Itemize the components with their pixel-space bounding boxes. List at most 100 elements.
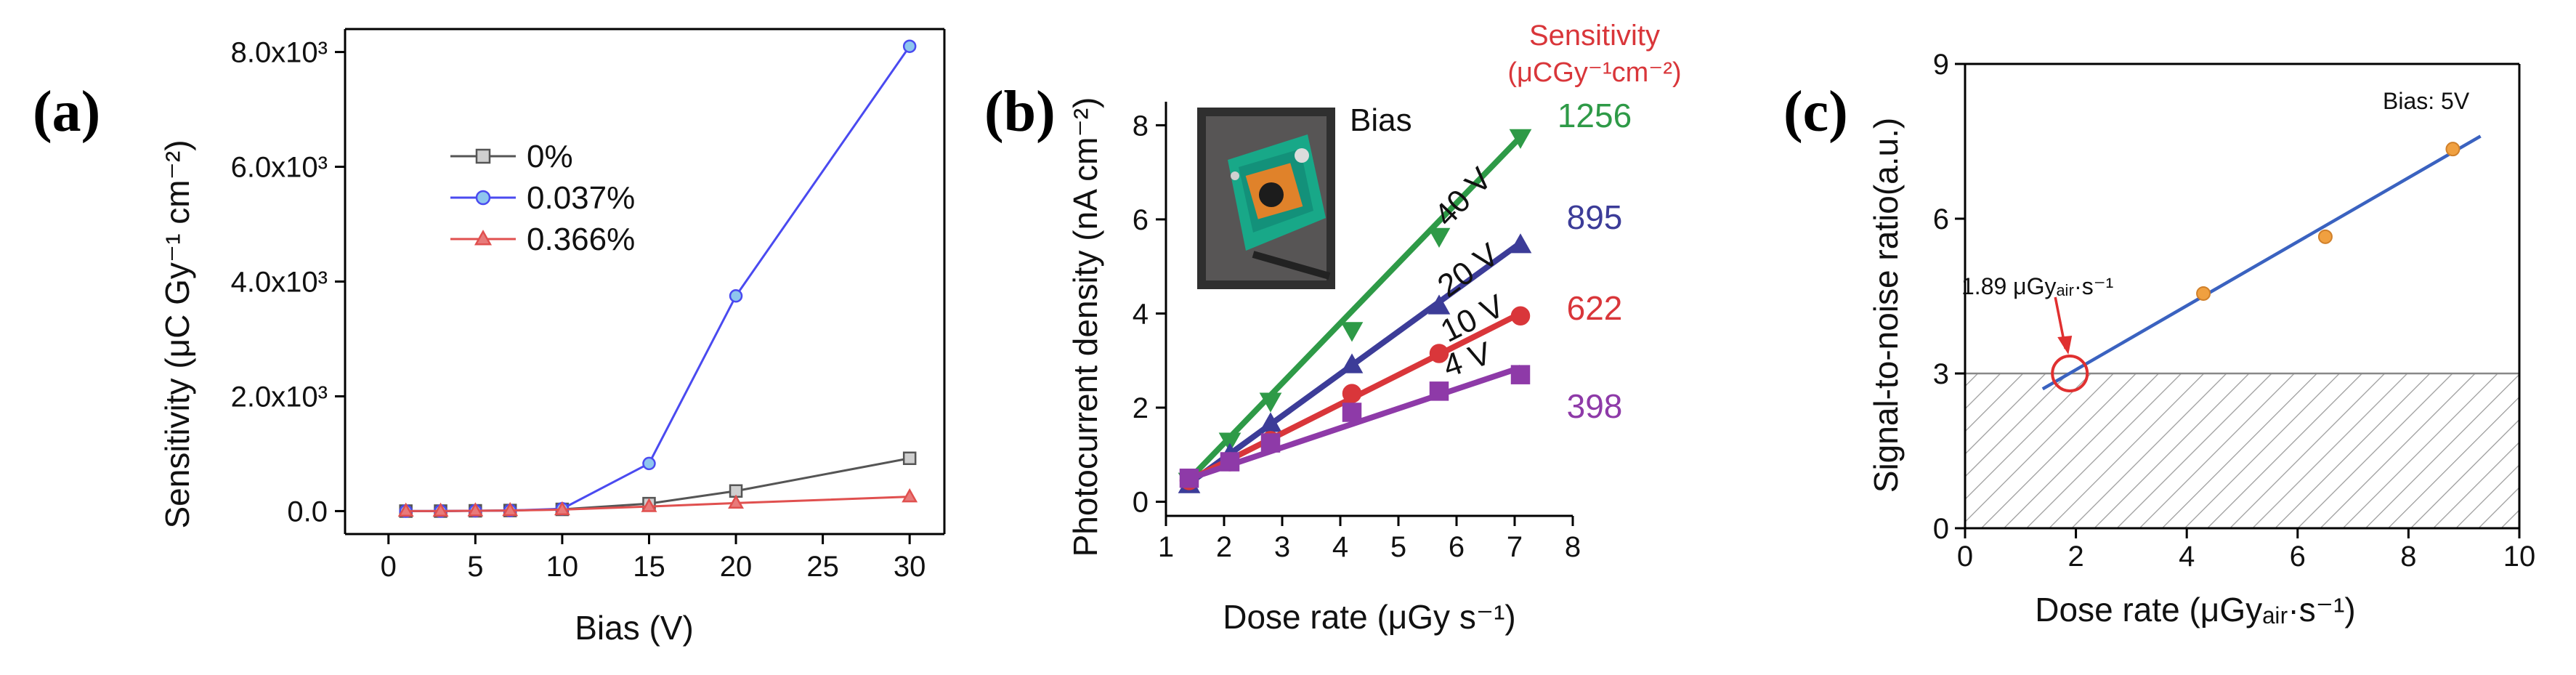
panel-c-xtick-label: 8 — [2400, 541, 2416, 573]
panel-c-point — [2445, 142, 2460, 157]
bias-annotation: Bias: 5V — [2383, 88, 2470, 114]
panel-c-fit-line — [2041, 134, 2482, 391]
panel-b-ytick-label: 8 — [1133, 110, 1149, 142]
panel-b-xtick-label: 7 — [1507, 531, 1523, 563]
sensitivity-header: Sensitivity — [1529, 20, 1660, 52]
panel-b-fit-line — [1182, 365, 1522, 484]
sensitivity-unit: (μCGy⁻¹cm⁻²) — [1507, 57, 1681, 88]
threshold-circle — [2051, 355, 2089, 392]
panel-c-point — [2196, 286, 2211, 301]
panel-a-point — [554, 501, 570, 516]
panel-c-xtick-label: 4 — [2179, 541, 2195, 573]
panel-a-ytick-label: 8.0x10³ — [231, 37, 328, 69]
sensitivity-value: 398 — [1567, 387, 1623, 425]
panel-a-point — [641, 498, 657, 512]
panel-b-xtick-label: 1 — [1158, 531, 1174, 563]
panel-c-ytick-label: 9 — [1933, 49, 1949, 81]
panel-a-xtick-label: 0 — [381, 551, 397, 583]
panel-b-ytick-label: 4 — [1133, 298, 1149, 330]
panel-a-point — [902, 488, 918, 503]
panel-b-ylabel: Photocurrent density (nA cm⁻²) — [1066, 97, 1104, 557]
noise-floor-hatch — [1965, 373, 2519, 528]
panel-b-point — [1510, 306, 1531, 326]
panel-a-point — [902, 451, 917, 465]
panel-b-point — [1427, 227, 1451, 248]
panel-b-ytick-label: 0 — [1133, 487, 1149, 519]
legend-marker — [474, 230, 493, 246]
panel-b-point — [1429, 344, 1449, 363]
panel-b: (b) Photocurrent density (nA cm⁻²) Dose … — [984, 20, 1682, 636]
panel-a-xtick-label: 25 — [806, 551, 839, 583]
panel-a-legend: 0% 0.037% 0.366% — [450, 139, 635, 257]
panel-b-xtick-label: 8 — [1565, 531, 1581, 563]
panel-b-point — [1340, 353, 1364, 373]
panel-a-ytick-label: 2.0x10³ — [231, 381, 328, 413]
panel-b-xtick-label: 3 — [1274, 531, 1290, 563]
legend-marker — [475, 190, 491, 206]
panel-b-xtick-label: 6 — [1449, 531, 1465, 563]
panel-a-point — [502, 501, 519, 517]
legend-marker — [475, 148, 491, 164]
panel-b-point — [1179, 468, 1199, 488]
panel-c-xtick-label: 10 — [2503, 541, 2536, 573]
device-photo-inset — [1197, 108, 1335, 289]
panel-c-xtick-label: 6 — [2290, 541, 2306, 573]
panel-b-point — [1342, 403, 1362, 422]
panel-a-xtick-label: 20 — [720, 551, 753, 583]
panel-c-point — [2317, 229, 2333, 244]
panel-a-point — [728, 494, 744, 509]
panel-b-xlabel: Dose rate (μGy s⁻¹) — [1223, 598, 1516, 636]
panel-a-point — [467, 502, 484, 517]
panel-c-ytick-label: 0 — [1933, 513, 1949, 545]
panel-b-point — [1427, 294, 1451, 315]
panel-a: (a) Sensitivity (μC Gy⁻¹ cm⁻²) Bias (V) … — [33, 28, 946, 647]
panel-a-ylabel: Sensitivity (μC Gy⁻¹ cm⁻²) — [158, 140, 196, 528]
panel-c-plot-area: 0 2 4 6 8 10 0 3 6 9 — [1933, 49, 2536, 573]
panel-a-ytick-label: 4.0x10³ — [231, 267, 328, 299]
panel-a-point — [902, 39, 917, 53]
panel-b-xtick-label: 5 — [1390, 531, 1406, 563]
panel-c-letter: (c) — [1783, 80, 1848, 144]
panel-c: (c) Signal-to-noise ratio(a.u.) Dose rat… — [1783, 49, 2535, 628]
panel-a-xtick-label: 15 — [633, 551, 665, 583]
legend-entry-label: 0.037% — [527, 180, 635, 216]
panel-b-point — [1510, 365, 1531, 384]
panel-b-point — [1259, 392, 1282, 413]
sensitivity-value: 622 — [1567, 289, 1623, 327]
panel-c-xtick-label: 0 — [1957, 541, 1973, 573]
panel-b-point — [1509, 129, 1532, 149]
panel-b-xtick-label: 2 — [1216, 531, 1232, 563]
panel-c-xlabel: Dose rate (μGyₐᵢᵣ·s⁻¹) — [2035, 591, 2355, 628]
threshold-label: 1.89 μGyₐᵢᵣ·s⁻¹ — [1961, 273, 2113, 299]
sensitivity-value: 895 — [1567, 198, 1623, 236]
panel-a-point — [729, 288, 743, 303]
sensitivity-value: 1256 — [1558, 97, 1632, 134]
panel-c-ytick-label: 6 — [1933, 203, 1949, 235]
panel-a-xtick-label: 5 — [467, 551, 483, 583]
panel-a-ytick-label: 6.0x10³ — [231, 152, 328, 184]
panel-b-point — [1220, 452, 1240, 472]
panel-b-point — [1429, 381, 1449, 401]
panel-a-series-line — [405, 496, 910, 512]
panel-a-point — [642, 456, 656, 471]
panel-a-xtick-label: 30 — [894, 551, 926, 583]
panel-b-point — [1340, 322, 1364, 342]
panel-a-letter: (a) — [33, 80, 100, 144]
legend-entry-label: 0% — [527, 139, 573, 174]
panel-a-point — [432, 502, 449, 517]
panel-c-xtick-label: 2 — [2067, 541, 2083, 573]
panel-b-xtick-label: 4 — [1332, 531, 1348, 563]
panel-b-point — [1342, 384, 1362, 403]
inset-bias-label: Bias — [1350, 102, 1412, 138]
panel-b-point — [1260, 433, 1281, 453]
panel-b-ytick-label: 2 — [1133, 392, 1149, 424]
panel-a-xlabel: Bias (V) — [575, 609, 694, 647]
panel-c-ylabel: Signal-to-noise ratio(a.u.) — [1867, 118, 1905, 493]
threshold-arrow-head — [2057, 336, 2073, 355]
panel-c-ytick-label: 3 — [1933, 358, 1949, 390]
legend-entry-label: 0.366% — [527, 222, 635, 257]
panel-b-ytick-label: 6 — [1133, 204, 1149, 236]
panel-a-point — [397, 502, 414, 517]
